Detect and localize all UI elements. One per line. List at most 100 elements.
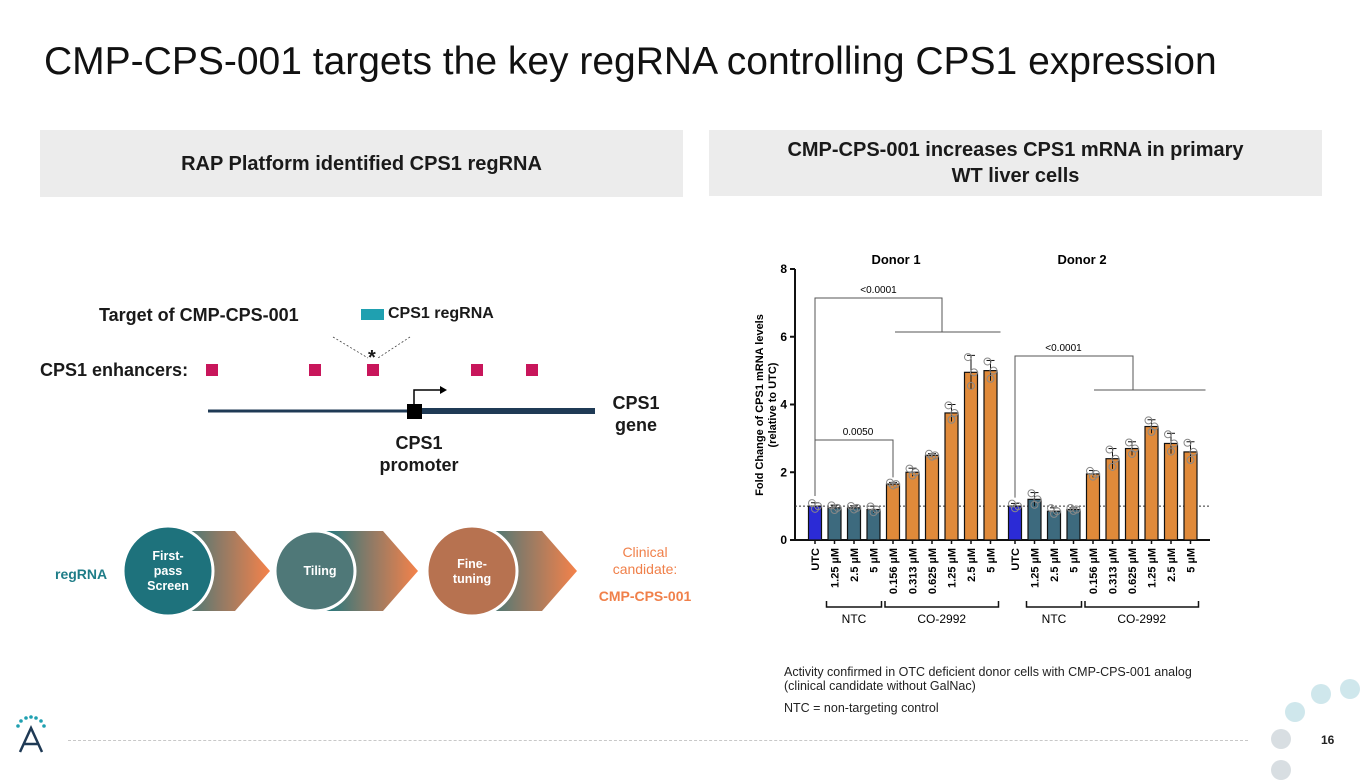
target-label: Target of CMP-CPS-001	[99, 305, 299, 325]
data-point	[983, 357, 992, 366]
footnote-activity-line1: Activity confirmed in OTC deficient dono…	[784, 665, 1192, 679]
x-tick-label: 1.25 µM	[1147, 548, 1159, 588]
data-point	[850, 505, 858, 514]
right-panel-header: CMP-CPS-001 increases CPS1 mRNA in prima…	[709, 130, 1322, 196]
decor-dot	[1311, 684, 1331, 704]
x-tick-label: 0.625 µM	[1127, 548, 1139, 594]
data-point	[950, 408, 959, 417]
group-label-ntc: NTC	[842, 612, 867, 626]
p-value-label-2: 0.0050	[843, 427, 874, 438]
bar	[963, 371, 979, 541]
data-point	[1108, 462, 1117, 471]
data-point	[1027, 489, 1036, 498]
gene-label: CPS1 gene	[603, 392, 669, 436]
step3-line2: tuning	[452, 572, 492, 586]
gene-diagram	[206, 336, 595, 419]
x-tick-label: 0.313 µM	[1108, 548, 1120, 594]
enhancer-marker	[206, 364, 218, 376]
data-point	[1011, 504, 1019, 513]
x-tick-label: UTC	[1010, 548, 1022, 571]
x-tick-label: 5 µM	[986, 548, 998, 573]
footer-divider	[68, 740, 1248, 741]
y-tick-label: 2	[780, 465, 787, 479]
x-tick-label: 5 µM	[1069, 548, 1081, 573]
bar	[827, 507, 842, 541]
step3-line1: Fine-	[457, 557, 487, 571]
x-tick-label: 0.156 µM	[888, 548, 900, 594]
bar	[1183, 451, 1198, 541]
data-point	[1186, 456, 1195, 465]
data-point	[869, 508, 878, 517]
x-tick-label: UTC	[810, 548, 822, 571]
target-pointer-left	[332, 336, 369, 359]
left-panel-header-text: RAP Platform identified CPS1 regRNA	[181, 152, 542, 175]
significance-bracket-2	[814, 439, 894, 496]
page-title: CMP-CPS-001 targets the key regRNA contr…	[44, 40, 1217, 83]
footnote-activity-line2: (clinical candidate without GalNac)	[784, 679, 976, 693]
data-point	[1170, 439, 1178, 448]
x-tick-label: 2.5 µM	[849, 548, 861, 582]
decor-dot	[1340, 679, 1360, 699]
decor-dot	[1271, 729, 1291, 749]
step-tiling-label: Tiling	[303, 564, 337, 578]
regrna-legend-label: CPS1 regRNA	[388, 305, 494, 322]
step-circle-fine-tuning	[425, 524, 519, 618]
footnote-activity: Activity confirmed in OTC deficient dono…	[784, 665, 1192, 693]
y-tick-label: 4	[780, 398, 787, 412]
data-point	[1030, 500, 1039, 509]
regrna-legend-swatch	[361, 309, 384, 320]
data-point	[986, 374, 995, 383]
x-tick-label: 5 µM	[869, 548, 881, 573]
enhancer-marker	[367, 364, 379, 376]
data-point	[1125, 438, 1133, 447]
data-point	[1144, 416, 1153, 425]
data-point	[989, 366, 998, 375]
target-pointer-right	[377, 336, 411, 359]
data-point	[1128, 449, 1136, 458]
p-value-label: <0.0001	[860, 285, 897, 296]
x-tick-label: 2.5 µM	[1166, 548, 1178, 582]
enhancer-marker	[526, 364, 538, 376]
bar	[1144, 425, 1159, 541]
cps1-bar-chart: 0 2 4 6 8 Fold Change of CPS1 mRNA levels (rel…	[754, 252, 1210, 626]
data-point	[964, 353, 972, 362]
step-fine-tuning-label: Fine- tuning	[432, 557, 512, 587]
decor-dot	[1271, 760, 1291, 780]
data-point	[967, 381, 975, 390]
data-point	[830, 505, 839, 514]
bar	[807, 505, 823, 541]
workflow-start-label: regRNA	[55, 566, 108, 582]
promoter-box	[407, 404, 422, 419]
left-panel-header: RAP Platform identified CPS1 regRNA	[40, 130, 683, 197]
decor-dot	[1285, 702, 1305, 722]
x-tick-label: 0.313 µM	[908, 548, 920, 594]
enhancer-marker	[309, 364, 321, 376]
data-point	[1089, 472, 1097, 481]
gene-label-line2: gene	[614, 415, 657, 435]
group-label-ntc: NTC	[1042, 612, 1067, 626]
group-bracket-ntc	[825, 601, 883, 608]
clinical-line2: candidate:	[612, 561, 678, 577]
data-point	[889, 481, 897, 490]
x-tick-label: 0.156 µM	[1088, 548, 1100, 594]
data-point	[1147, 427, 1156, 436]
clinical-candidate-label: Clinical candidate:	[590, 544, 700, 578]
group-bracket-co2992	[1084, 601, 1200, 608]
bar	[944, 412, 959, 541]
data-point	[811, 504, 819, 513]
company-logo	[16, 715, 46, 753]
page-number: 16	[1321, 733, 1335, 747]
step-first-pass-label: First- pass Screen	[128, 549, 208, 594]
gene-label-line1: CPS1	[612, 393, 660, 413]
x-tick-label: 1.25 µM	[1030, 548, 1042, 588]
group-label-co2992: CO-2992	[1117, 612, 1166, 626]
clinical-line1: Clinical	[622, 544, 668, 560]
step1-line1: First-	[152, 549, 184, 563]
data-point	[1183, 438, 1192, 447]
group-bracket-ntc	[1025, 601, 1083, 608]
x-tick-label: 5 µM	[1186, 548, 1198, 573]
step1-line3: Screen	[147, 579, 189, 593]
bar	[1046, 510, 1062, 541]
data-point	[1111, 454, 1120, 463]
significance-bracket	[1014, 355, 1134, 498]
